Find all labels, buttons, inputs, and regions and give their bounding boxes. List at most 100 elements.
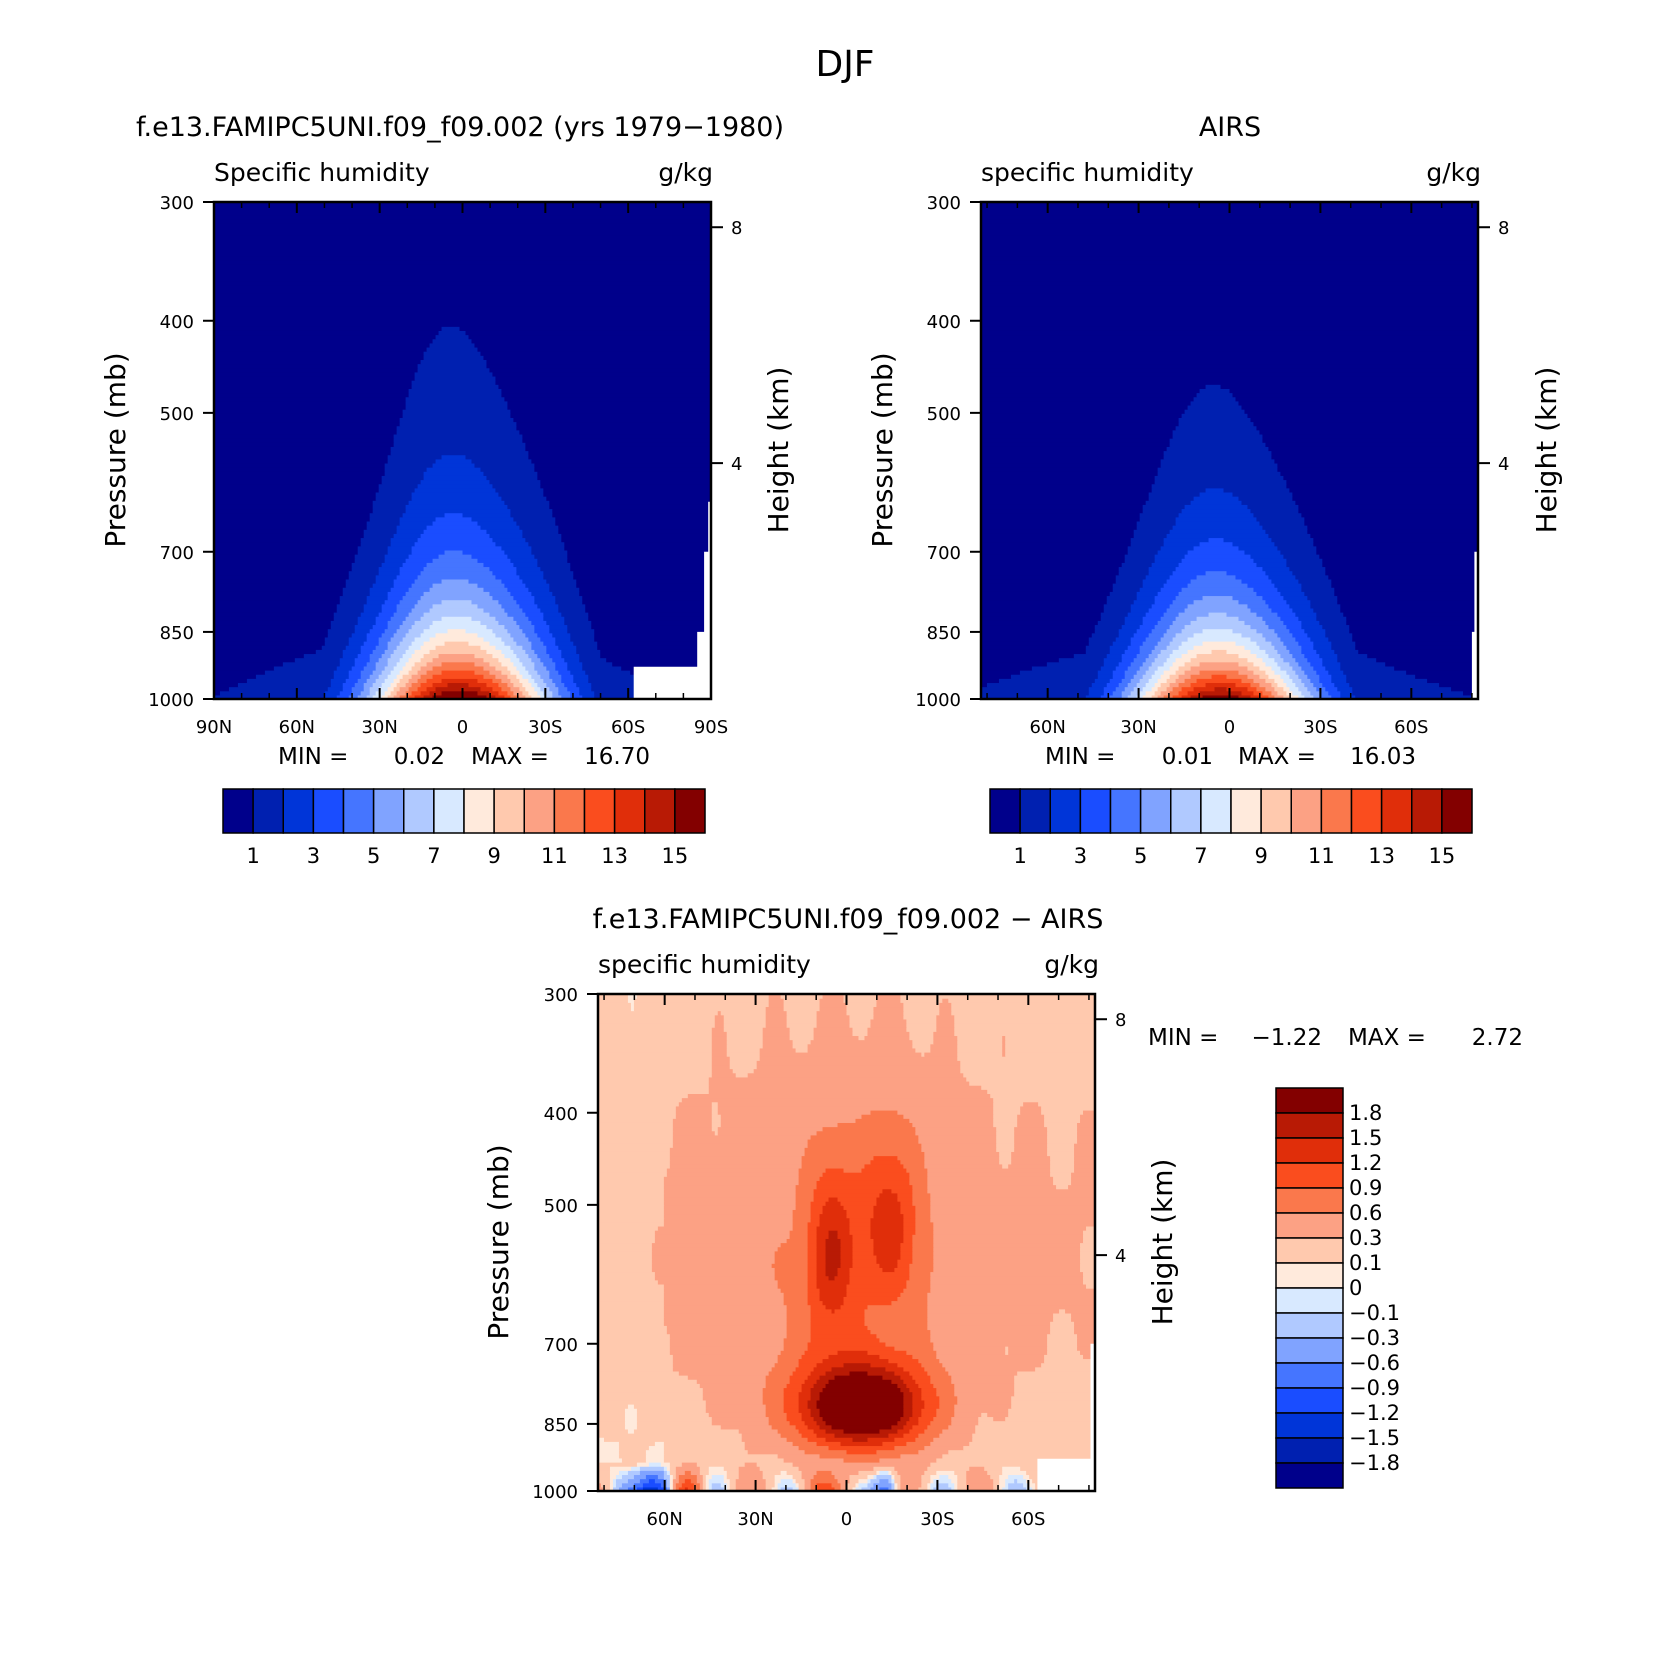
contour-fill-cell (918, 1134, 997, 1140)
contour-fill-cell (678, 1474, 698, 1480)
contour-fill-cell (498, 657, 512, 663)
contour-fill-cell (816, 1433, 836, 1438)
contour-fill-cell (411, 674, 422, 679)
contour-fill-cell (543, 616, 565, 621)
contour-fill-cell (870, 1478, 881, 1484)
contour-fill-cell (789, 1230, 809, 1235)
contour-fill-cell (948, 1424, 976, 1430)
contour-fill-cell (558, 686, 568, 692)
contour-fill-cell (1005, 1416, 1095, 1422)
contour-fill-cell (705, 1399, 764, 1405)
contour-fill-cell (666, 1470, 671, 1476)
contour-fill-cell (765, 1482, 776, 1488)
contour-fill-cell (900, 1159, 925, 1165)
contour-fill-cell (861, 1114, 904, 1119)
contour-fill-cell (897, 1420, 907, 1426)
contour-fill-cell (765, 1018, 788, 1024)
contour-fill-cell (492, 570, 517, 576)
contour-fill-cell (786, 1325, 812, 1331)
contour-fill-cell (598, 1416, 626, 1422)
contour-fill-cell (783, 1395, 800, 1401)
contour-fill-cell (681, 1097, 994, 1103)
contour-fill-cell (1154, 599, 1174, 605)
contour-fill-cell (375, 491, 413, 497)
contour-fill-cell (891, 1300, 928, 1306)
contour-fill-cell (1008, 1482, 1024, 1488)
contour-fill-cell (720, 1482, 728, 1488)
contour-fill-cell (411, 682, 422, 688)
contour-fill-cell (852, 1486, 857, 1491)
contour-fill-cell (1142, 583, 1165, 588)
contour-fill-cell (561, 612, 589, 617)
contour-fill-cell (966, 1470, 988, 1476)
contour-fill-cell (1109, 645, 1129, 650)
contour-fill-cell (1005, 1350, 1009, 1355)
contour-fill-cell (1331, 694, 1341, 699)
contour-fill-cell (363, 529, 398, 534)
contour-fill-cell (915, 1230, 934, 1235)
contour-fill-cell (957, 1399, 1012, 1405)
contour-fill-cell (921, 1478, 931, 1484)
contour-fill-cell (975, 1424, 1095, 1430)
contour-fill-cell (214, 458, 389, 464)
contour-fill-cell (214, 516, 371, 522)
contour-fill-cell (528, 541, 565, 547)
contour-fill-cell (1283, 686, 1290, 692)
contour-fill-cell (214, 429, 398, 435)
contour-fill-cell (1298, 694, 1305, 699)
contour-fill-cell (786, 1304, 812, 1310)
contour-fill-cell (1130, 661, 1144, 667)
contour-fill-cell (357, 545, 389, 551)
contour-fill-cell (1172, 620, 1192, 626)
contour-fill-cell (603, 1437, 743, 1442)
contour-fill-cell (420, 682, 434, 688)
contour-fill-cell (363, 533, 395, 539)
contour-fill-cell (525, 446, 711, 452)
contour-fill-cell (981, 661, 1048, 667)
contour-fill-cell (726, 1051, 761, 1057)
contour-fill-cell (630, 1006, 635, 1012)
contour-fill-cell (627, 1486, 638, 1491)
contour-fill-cell (795, 1478, 806, 1484)
contour-fill-cell (636, 1462, 650, 1467)
contour-fill-cell (411, 607, 431, 613)
contour-fill-cell (1247, 413, 1478, 418)
contour-fill-cell (1277, 632, 1293, 638)
contour-fill-cell (1178, 645, 1195, 650)
contour-fill-cell (598, 1089, 710, 1094)
contour-fill-cell (882, 1375, 901, 1380)
contour-fill-cell (1229, 388, 1478, 394)
contour-fill-cell (1005, 1047, 1095, 1053)
contour-fill-cell (609, 1478, 614, 1484)
contour-fill-cell (711, 1482, 722, 1488)
y-tick-label: 850 (927, 623, 961, 644)
contour-fill-cell (1202, 694, 1240, 699)
colorbar-box (1411, 788, 1443, 834)
contour-fill-cell (567, 554, 711, 559)
contour-fill-cell (921, 1474, 931, 1480)
contour-fill-cell (576, 649, 601, 655)
contour-fill-cell (1124, 616, 1144, 621)
contour-fill-cell (214, 483, 380, 489)
contour-fill-cell (348, 670, 362, 675)
contour-fill-cell (426, 346, 479, 352)
contour-fill-cell (1023, 1101, 1039, 1107)
contour-fill-cell (1166, 607, 1186, 613)
contour-fill-cell (627, 1470, 641, 1476)
contour-fill-cell (598, 1234, 656, 1239)
contour-fill-cell (1295, 682, 1305, 688)
contour-fill-cell (1292, 632, 1308, 638)
contour-fill-cell (501, 392, 711, 398)
contour-fill-cell (214, 322, 711, 327)
contour-fill-cell (1271, 607, 1293, 613)
contour-fill-cell (651, 1263, 773, 1268)
contour-fill-cell (981, 255, 1478, 261)
contour-fill-cell (933, 1242, 1081, 1248)
contour-fill-cell (342, 649, 362, 655)
contour-fill-cell (951, 1486, 955, 1491)
contour-fill-cell (789, 1031, 815, 1037)
contour-fill-cell (598, 1130, 674, 1136)
contour-fill-cell (1190, 674, 1213, 679)
contour-fill-cell (1247, 657, 1264, 663)
contour-fill-cell (598, 1304, 665, 1310)
